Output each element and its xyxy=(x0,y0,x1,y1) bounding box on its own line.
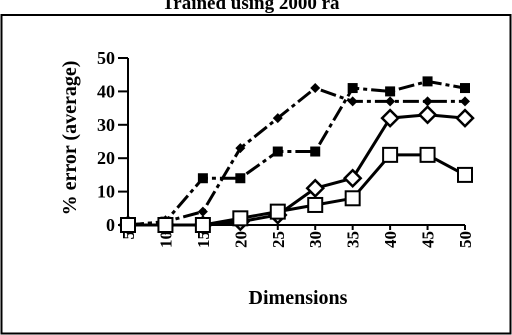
marker-open-diamond xyxy=(305,178,325,199)
x-tick-label: 20 xyxy=(231,231,250,248)
marker-open-square xyxy=(157,217,174,233)
x-tick-label: 5 xyxy=(119,231,138,240)
marker-open-square xyxy=(382,146,399,163)
marker-filled-square xyxy=(310,146,321,157)
series-line-1 xyxy=(127,79,466,227)
marker-filled-square xyxy=(272,146,283,157)
marker-open-diamond xyxy=(455,108,475,128)
x-tick-label: 45 xyxy=(419,231,438,248)
marker-filled-diamond xyxy=(385,96,396,107)
x-tick-label: 35 xyxy=(344,231,363,248)
marker-filled-diamond xyxy=(310,83,321,94)
y-tick-label: 40 xyxy=(97,81,115,101)
marker-filled-square xyxy=(422,76,433,87)
x-tick-label: 15 xyxy=(194,231,213,248)
y-tick-label: 20 xyxy=(97,148,115,168)
marker-open-square xyxy=(307,196,324,213)
marker-filled-square xyxy=(460,83,470,94)
x-tick-label: 25 xyxy=(269,231,288,248)
x-tick-label: 10 xyxy=(156,231,175,248)
x-tick-label: 40 xyxy=(381,231,400,248)
chart-title: Trained using 2000 ra xyxy=(162,0,340,14)
marker-filled-square xyxy=(235,173,246,184)
marker-filled-diamond xyxy=(197,206,208,217)
marker-filled-diamond xyxy=(235,143,246,154)
series-line-4 xyxy=(128,153,466,227)
marker-open-square xyxy=(344,190,361,207)
marker-open-square xyxy=(269,203,286,220)
x-tick-label: 30 xyxy=(306,231,325,248)
marker-open-square xyxy=(232,210,249,227)
marker-filled-diamond xyxy=(272,113,283,124)
marker-filled-square xyxy=(347,83,358,94)
marker-open-diamond xyxy=(342,168,363,189)
marker-open-square xyxy=(457,166,473,183)
x-axis-label: Dimensions xyxy=(249,287,348,309)
y-tick-label: 50 xyxy=(97,48,115,68)
y-tick-label: 0 xyxy=(106,215,115,235)
marker-open-diamond xyxy=(380,108,400,128)
marker-open-diamond xyxy=(417,105,438,125)
marker-filled-diamond xyxy=(460,96,470,107)
x-tick-label: 50 xyxy=(456,231,475,248)
marker-filled-diamond xyxy=(422,96,433,107)
marker-open-square xyxy=(120,217,136,233)
series-line-2 xyxy=(127,86,465,227)
marker-filled-diamond xyxy=(347,96,358,107)
chart-frame xyxy=(0,14,512,335)
marker-open-square xyxy=(419,146,436,163)
marker-filled-square xyxy=(197,173,208,184)
y-tick-label: 10 xyxy=(97,182,115,202)
marker-open-square xyxy=(194,217,211,233)
y-axis-label: % error (average) xyxy=(59,61,81,216)
y-tick-label: 30 xyxy=(97,115,115,135)
marker-filled-square xyxy=(385,86,396,97)
